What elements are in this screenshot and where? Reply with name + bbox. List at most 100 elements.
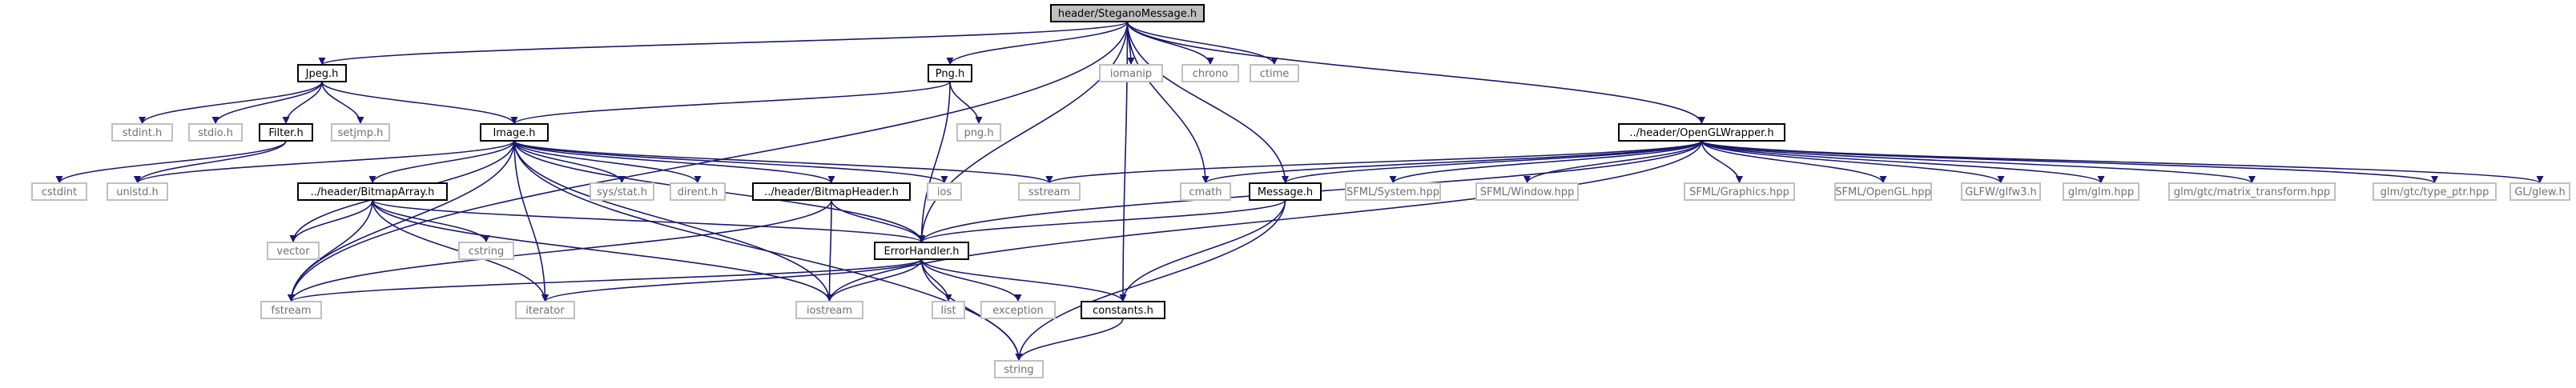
node-label-fstream: fstream: [271, 305, 311, 317]
node-cmath: cmath: [1180, 182, 1231, 201]
node-label-sfmlwindow: SFML/Window.hpp: [1480, 186, 1575, 198]
node-box-unistd: [107, 182, 168, 201]
edge-image-to-unistd: [134, 140, 515, 184]
node-label-png: Png.h: [936, 68, 964, 80]
node-bmpheader[interactable]: ../header/BitmapHeader.h: [752, 182, 911, 201]
node-box-pngh: [956, 123, 1001, 142]
node-label-glm: glm/glm.hpp: [2068, 186, 2134, 198]
node-box-message: [1249, 182, 1322, 201]
node-label-string: string: [1004, 364, 1033, 376]
edge-oglw-to-glfw: [1701, 140, 2005, 184]
node-label-root: header/SteganoMessage.h: [1058, 8, 1197, 20]
edge-image-to-sstream: [513, 140, 1053, 184]
node-bmparray[interactable]: ../header/BitmapArray.h: [297, 182, 448, 201]
edge-errorhandler-to-string: [920, 258, 1023, 362]
node-box-sfmlgraphics: [1684, 182, 1795, 201]
edge-image-to-fstream: [288, 140, 515, 302]
node-sfmlgraphics: SFML/Graphics.hpp: [1684, 182, 1795, 201]
node-box-glmmat: [2168, 182, 2336, 201]
node-box-glfw: [1961, 182, 2041, 201]
edge-root-to-oglw: [1126, 21, 1705, 125]
node-list: list: [932, 301, 965, 319]
node-root[interactable]: header/SteganoMessage.h: [1050, 4, 1205, 22]
node-box-stdint: [111, 123, 173, 142]
node-constants[interactable]: constants.h: [1081, 301, 1165, 319]
node-box-png: [928, 64, 972, 82]
edge-filter-to-unistd: [134, 140, 287, 184]
node-png[interactable]: Png.h: [928, 64, 972, 82]
node-label-list: list: [940, 305, 956, 317]
node-box-dirent: [670, 182, 726, 201]
edge-bmpheader-to-fstream: [288, 199, 832, 302]
node-filter[interactable]: Filter.h: [259, 123, 313, 142]
node-label-ios: ios: [937, 186, 952, 198]
node-jpeg[interactable]: Jpeg.h: [297, 64, 347, 82]
edge-bmpheader-to-iostream: [826, 199, 834, 302]
edge-errorhandler-to-constants: [920, 258, 1127, 302]
node-vector: vector: [267, 242, 320, 260]
edge-jpeg-to-filter: [282, 81, 323, 125]
nodes-layer: header/SteganoMessage.h Jpeg.h Png.h iomani…: [31, 4, 2570, 378]
edge-png-to-pngh: [949, 81, 983, 125]
node-sstream: sstream: [1018, 182, 1081, 201]
node-box-oglw: [1618, 123, 1785, 142]
edge-image-to-dirent: [513, 140, 702, 184]
node-stdio: stdio.h: [188, 123, 243, 142]
node-label-ctime: ctime: [1260, 68, 1290, 80]
node-label-glmmat: glm/gtc/matrix_transform.hpp: [2174, 186, 2330, 198]
node-errorhandler[interactable]: ErrorHandler.h: [874, 242, 969, 260]
node-box-iomanip: [1099, 64, 1163, 82]
edge-oglw-to-cmath: [1201, 140, 1703, 184]
node-label-oglw: ../header/OpenGLWrapper.h: [1629, 127, 1773, 139]
edge-root-to-message: [1126, 21, 1289, 184]
node-label-glew: GL/glew.h: [2514, 186, 2565, 198]
node-box-sysstat: [590, 182, 654, 201]
node-box-constants: [1081, 301, 1165, 319]
node-label-errorhandler: ErrorHandler.h: [883, 246, 959, 258]
node-string: string: [994, 360, 1044, 378]
node-stdint: stdint.h: [111, 123, 173, 142]
node-box-ctime: [1250, 64, 1299, 82]
node-label-bmpheader: ../header/BitmapHeader.h: [764, 186, 899, 198]
node-box-filter: [259, 123, 313, 142]
node-label-cstdint: cstdint: [42, 186, 77, 198]
node-label-sstream: sstream: [1028, 186, 1070, 198]
edge-bmparray-to-errorhandler: [372, 199, 925, 243]
node-label-sfmlopengl: SFML/OpenGL.hpp: [1835, 186, 1930, 198]
node-box-errorhandler: [874, 242, 969, 260]
node-iomanip: iomanip: [1099, 64, 1163, 82]
edge-bmparray-to-vector: [289, 199, 373, 243]
node-box-glew: [2510, 182, 2570, 201]
node-image[interactable]: Image.h: [480, 123, 549, 142]
edge-message-to-string: [1015, 199, 1286, 362]
node-label-glfw: GLFW/glfw3.h: [1965, 186, 2037, 198]
edge-root-to-png: [946, 21, 1129, 66]
node-message[interactable]: Message.h: [1249, 182, 1322, 201]
edge-bmparray-to-fstream: [288, 199, 373, 302]
edge-constants-to-string: [1015, 318, 1124, 362]
edge-oglw-to-glmtype: [1701, 140, 2438, 184]
node-unistd: unistd.h: [107, 182, 168, 201]
edge-root-to-errorhandler: [918, 21, 1129, 243]
node-box-glmtype: [2373, 182, 2497, 201]
node-label-filter: Filter.h: [268, 127, 303, 139]
edge-jpeg-to-stdint: [139, 81, 323, 125]
node-pngh: png.h: [956, 123, 1001, 142]
edge-image-to-ios: [513, 140, 948, 184]
edge-oglw-to-message: [1282, 140, 1703, 184]
node-label-iterator: iterator: [525, 305, 565, 317]
edge-errorhandler-to-exception: [920, 258, 1022, 302]
node-label-constants: constants.h: [1093, 305, 1153, 317]
node-sysstat: sys/stat.h: [590, 182, 654, 201]
edge-root-to-cmath: [1126, 21, 1210, 184]
node-oglw[interactable]: ../header/OpenGLWrapper.h: [1618, 123, 1785, 142]
node-label-stdint: stdint.h: [123, 127, 162, 139]
edge-oglw-to-sfmlwindow: [1523, 140, 1703, 184]
edge-oglw-to-iostream: [826, 140, 1703, 302]
node-label-cmath: cmath: [1189, 186, 1222, 198]
node-glmtype: glm/gtc/type_ptr.hpp: [2373, 182, 2497, 201]
node-iostream: iostream: [795, 301, 863, 319]
node-glew: GL/glew.h: [2510, 182, 2570, 201]
node-box-stdio: [188, 123, 243, 142]
node-glmmat: glm/gtc/matrix_transform.hpp: [2168, 182, 2336, 201]
